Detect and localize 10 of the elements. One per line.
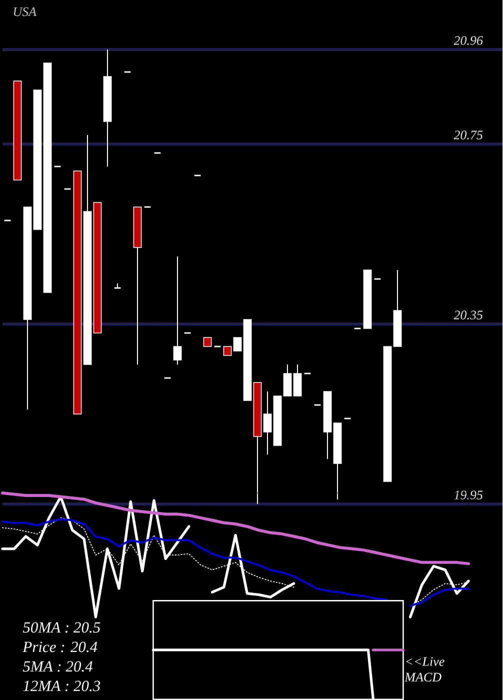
text: 12MA : 20.3 [24,680,100,692]
text: 5MA : 20.4 [23,661,93,672]
text: Price : 20.4 [22,642,98,652]
y-tick-label: 19.95 [454,490,483,500]
y-tick-label: 20.96 [454,36,484,45]
y-tick-label: 20.35 [454,310,483,320]
chart-title: USA [14,7,37,16]
y-tick-label: 20.75 [454,130,483,140]
text: 50MA : 20.5 [23,622,100,633]
text: <<Live MACD [404,657,445,682]
